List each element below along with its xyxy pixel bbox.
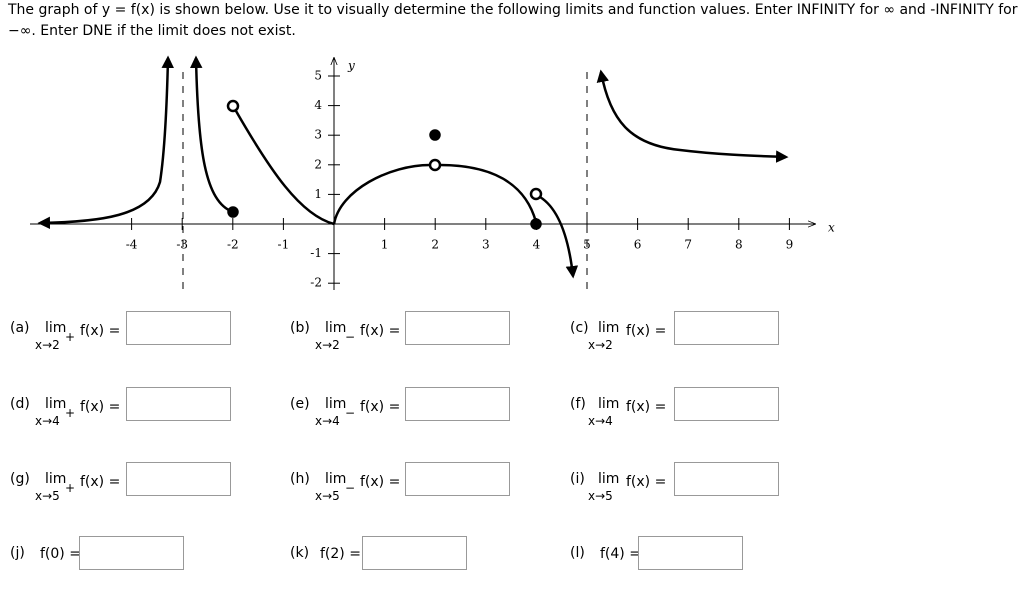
- answer-input[interactable]: [638, 536, 743, 570]
- x-tick-label: 4: [533, 238, 541, 252]
- answer-input[interactable]: [405, 387, 510, 421]
- answer-input[interactable]: [362, 536, 467, 570]
- x-tick-label: -4: [126, 238, 138, 252]
- approach: x→2: [588, 338, 613, 352]
- lim: lim: [598, 396, 620, 412]
- lim: lim: [598, 320, 620, 336]
- answer-input[interactable]: [405, 311, 510, 345]
- problem-label: (c): [570, 320, 589, 336]
- problem-label: (l): [570, 545, 585, 561]
- x-tick-label: 6: [634, 238, 642, 252]
- y-tick-label: -1: [310, 246, 322, 260]
- problem-label: (e): [290, 396, 310, 412]
- approach: x→5: [35, 489, 60, 503]
- side: +: [65, 330, 76, 344]
- open-point: [428, 158, 442, 172]
- closed-point: [429, 129, 441, 141]
- answer-input[interactable]: [126, 462, 231, 496]
- y-tick-label: 2: [314, 157, 322, 171]
- problem-label: (d): [10, 396, 30, 412]
- y-tick-label: 4: [314, 98, 322, 112]
- answer-input[interactable]: [79, 536, 184, 570]
- x-tick-label: 2: [431, 238, 439, 252]
- approach: x→4: [315, 414, 340, 428]
- side: −: [345, 330, 356, 344]
- problem-label: (j): [10, 545, 25, 561]
- expression: f(x) =: [626, 474, 667, 490]
- problem-label: (a): [10, 320, 30, 336]
- x-tick-label: 3: [482, 238, 490, 252]
- x-tick-label: -2: [227, 238, 239, 252]
- problem-label: (f): [570, 396, 586, 412]
- approach: x→4: [588, 414, 613, 428]
- answer-input[interactable]: [126, 311, 231, 345]
- x-tick-label: 9: [786, 238, 794, 252]
- problem-label: (i): [570, 471, 585, 487]
- lim: lim: [325, 471, 347, 487]
- answer-input[interactable]: [674, 311, 779, 345]
- x-tick-label: -3: [176, 238, 188, 252]
- open-point: [226, 99, 240, 113]
- y-tick-label: 3: [314, 128, 322, 142]
- curve: [189, 55, 234, 214]
- curve: [596, 69, 789, 163]
- expression: f(x) =: [626, 323, 667, 339]
- lim: lim: [325, 320, 347, 336]
- curve: [234, 110, 335, 226]
- y-tick-label: 1: [314, 187, 322, 201]
- closed-point: [530, 218, 542, 230]
- side: −: [345, 481, 356, 495]
- y-axis-label: y: [347, 59, 355, 73]
- problem-label: (h): [290, 471, 310, 487]
- problem-label: (b): [290, 320, 310, 336]
- x-axis-label: x: [828, 221, 835, 235]
- curve: [539, 195, 579, 279]
- answer-input[interactable]: [674, 462, 779, 496]
- curve: [37, 55, 175, 230]
- x-tick-label: 7: [684, 238, 692, 252]
- expression: f(x) =: [360, 474, 401, 490]
- approach: x→5: [315, 489, 340, 503]
- expression: f(x) =: [80, 323, 121, 339]
- problem-label: (g): [10, 471, 30, 487]
- instructions: The graph of y = f(x) is shown below. Us…: [8, 2, 1018, 39]
- closed-point: [227, 206, 239, 218]
- expression: f(x) =: [80, 399, 121, 415]
- expression: f(0) =: [40, 546, 81, 562]
- open-point: [529, 187, 543, 201]
- curve: [332, 163, 538, 225]
- x-tick-label: -1: [278, 238, 290, 252]
- y-tick-label: 5: [314, 69, 322, 83]
- curves: [37, 55, 789, 279]
- x-tick-label: 1: [381, 238, 389, 252]
- graph: -4-3-2-112345678954321-1-2 x y: [30, 55, 835, 290]
- side: −: [345, 406, 356, 420]
- expression: f(x) =: [360, 399, 401, 415]
- lim: lim: [45, 471, 67, 487]
- approach: x→5: [588, 489, 613, 503]
- side: +: [65, 406, 76, 420]
- lim: lim: [598, 471, 620, 487]
- approach: x→2: [35, 338, 60, 352]
- problem-label: (k): [290, 545, 310, 561]
- expression: f(x) =: [80, 474, 121, 490]
- answer-input[interactable]: [674, 387, 779, 421]
- side: +: [65, 481, 76, 495]
- lim: lim: [45, 320, 67, 336]
- answer-input[interactable]: [126, 387, 231, 421]
- y-tick-label: -2: [310, 276, 322, 290]
- x-tick-label: 8: [735, 238, 743, 252]
- approach: x→4: [35, 414, 60, 428]
- expression: f(x) =: [360, 323, 401, 339]
- answer-input[interactable]: [405, 462, 510, 496]
- approach: x→2: [315, 338, 340, 352]
- lim: lim: [325, 396, 347, 412]
- expression: f(4) =: [600, 546, 641, 562]
- expression: f(x) =: [626, 399, 667, 415]
- expression: f(2) =: [320, 546, 361, 562]
- lim: lim: [45, 396, 67, 412]
